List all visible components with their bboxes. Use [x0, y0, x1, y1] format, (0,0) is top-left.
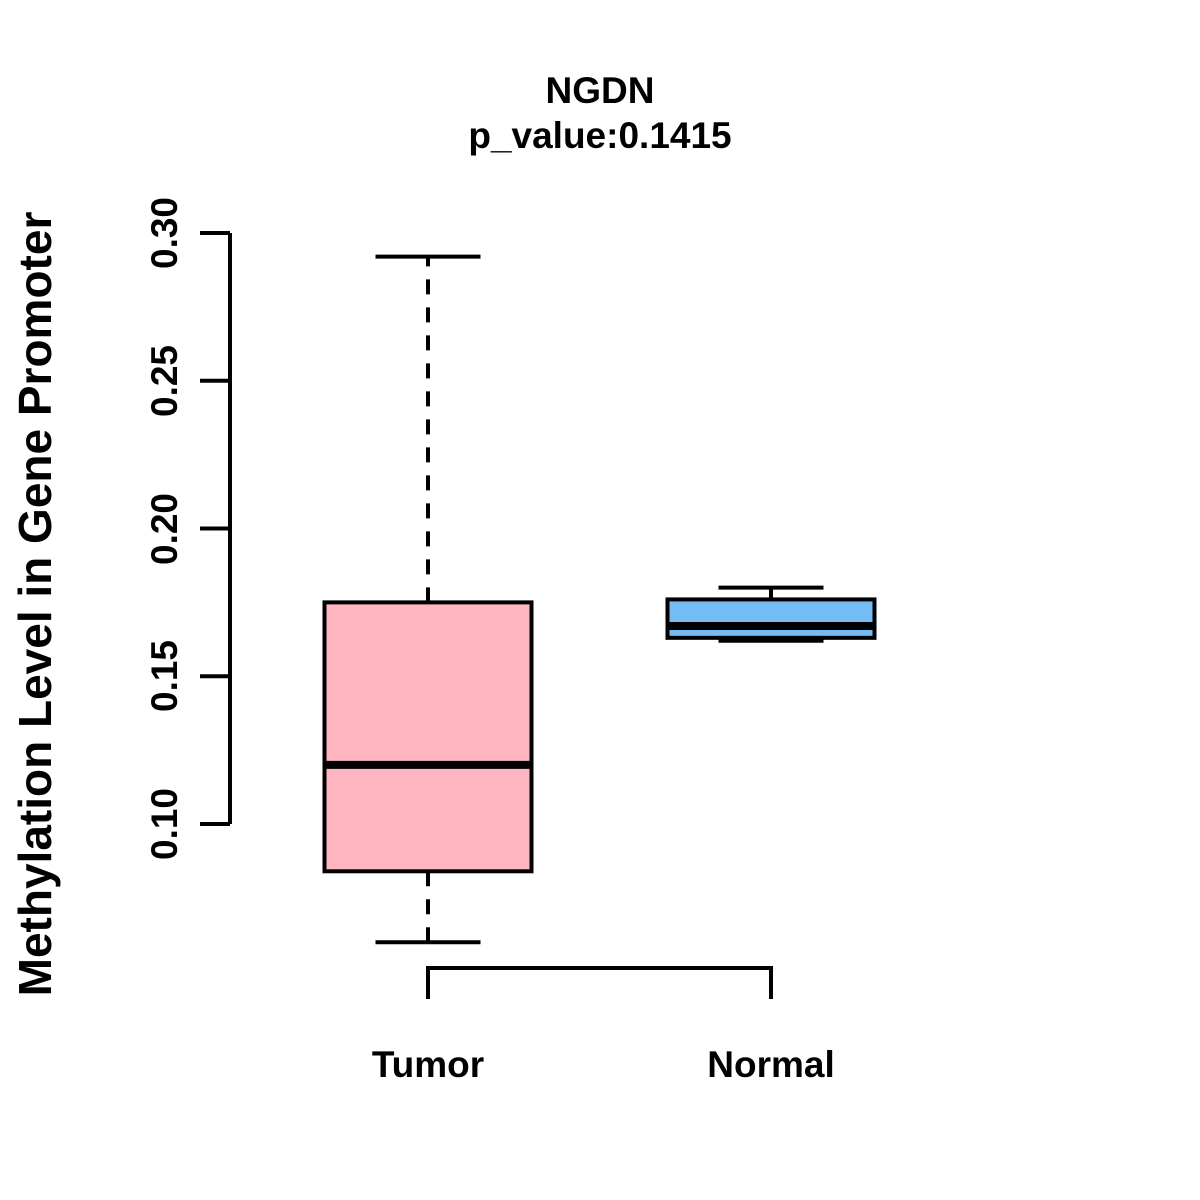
y-tick-label: 0.30: [144, 196, 185, 270]
x-axis-bracket: [426, 966, 773, 999]
y-tick-label: 0.20: [144, 492, 185, 565]
boxplot-normal-box: [665, 597, 877, 640]
y-tick-label: 0.15: [144, 640, 185, 713]
chart-title: NGDN: [545, 70, 655, 111]
y-tick-label: 0.10: [144, 787, 185, 861]
chart-subtitle: p_value:0.1415: [468, 115, 732, 156]
x-tick-label-tumor: Tumor: [371, 1044, 485, 1085]
boxplot-tumor-box: [322, 600, 534, 874]
x-tick-label-normal: Normal: [707, 1044, 835, 1085]
chart-title-block: NGDN p_value:0.1415: [0, 68, 1200, 158]
y-tick-label: 0.25: [144, 344, 185, 417]
